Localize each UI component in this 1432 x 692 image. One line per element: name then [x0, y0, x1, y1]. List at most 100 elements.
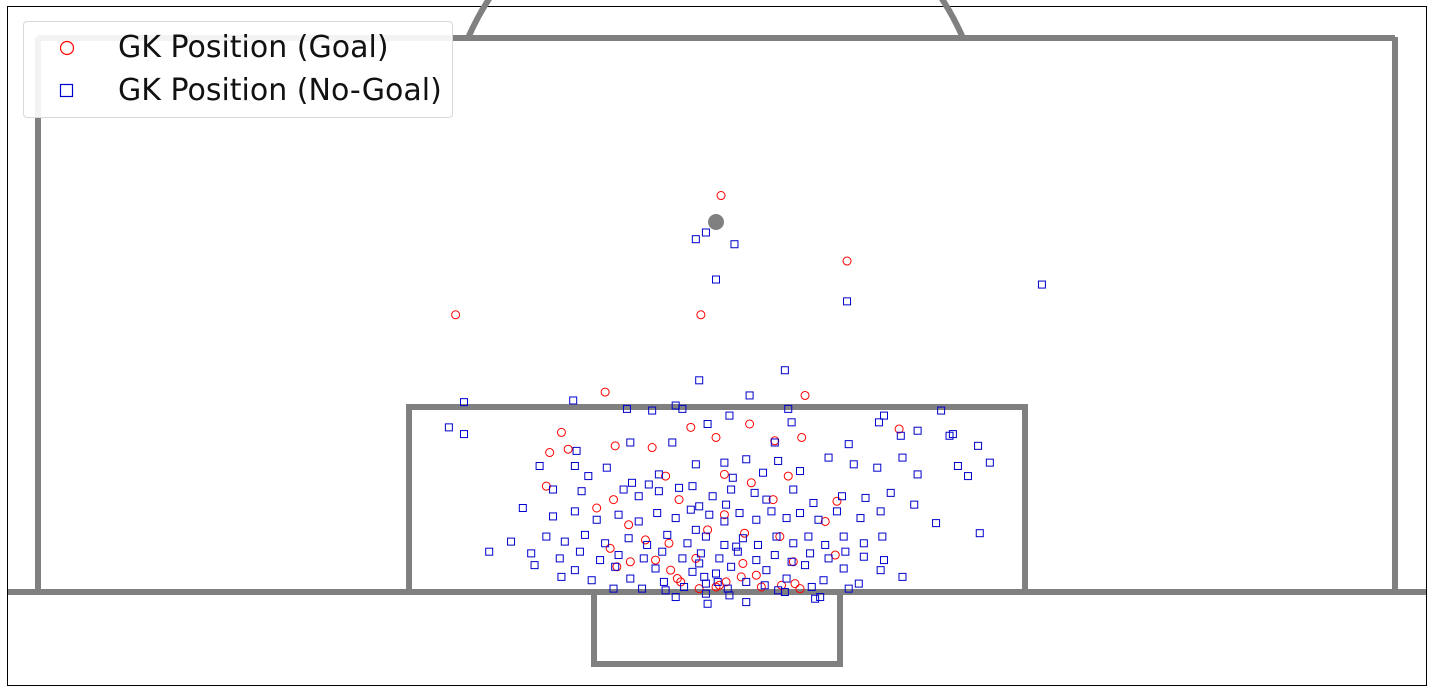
no-goal-point	[796, 467, 804, 476]
no-goal-point	[772, 532, 781, 541]
goal-point	[795, 584, 805, 594]
no-goal-point	[530, 561, 539, 570]
goal-point	[664, 538, 674, 548]
no-goal-point	[838, 492, 846, 501]
no-goal-point	[653, 509, 662, 518]
no-goal-point	[703, 599, 712, 608]
no-goal-point	[782, 514, 791, 523]
no-goal-point	[752, 556, 761, 565]
no-goal-point	[985, 458, 994, 467]
scatter-points	[444, 191, 1046, 608]
no-goal-point	[859, 539, 868, 548]
no-goal-point	[703, 420, 712, 428]
goal-point	[740, 528, 750, 538]
no-goal-point	[728, 473, 737, 482]
no-goal-point	[518, 504, 527, 512]
no-goal-point	[570, 566, 579, 575]
no-goal-point	[628, 478, 636, 487]
no-goal-point	[611, 562, 620, 571]
goal-point	[842, 256, 852, 266]
no-goal-point	[592, 515, 601, 524]
no-goal-point	[725, 411, 734, 420]
penalty-spot	[708, 214, 724, 230]
goal-point	[719, 510, 729, 520]
no-goal-point	[720, 540, 729, 549]
no-goal-point	[549, 512, 558, 521]
no-goal-point	[876, 507, 885, 516]
no-goal-point	[701, 228, 710, 237]
goal-point	[745, 419, 755, 429]
legend-label-no-goal: GK Position (No-Goal)	[118, 73, 442, 108]
goal-point	[666, 565, 676, 575]
goal-point	[768, 495, 778, 505]
no-goal-point	[668, 438, 677, 447]
no-goal-point	[622, 404, 631, 413]
legend-label-goal: GK Position (Goal)	[118, 30, 389, 65]
no-goal-point	[705, 510, 714, 519]
no-goal-point	[535, 462, 544, 470]
goal-point	[563, 444, 573, 454]
no-goal-point	[824, 453, 833, 462]
no-goal-point	[626, 574, 635, 583]
no-goal-point	[695, 559, 704, 568]
no-goal-point	[727, 485, 736, 494]
no-goal-point	[754, 540, 762, 549]
no-goal-point	[609, 584, 618, 593]
goal-point	[800, 390, 810, 400]
goal-point	[790, 579, 800, 589]
no-goal-point	[671, 514, 680, 523]
goal-point	[640, 535, 650, 545]
goal-point	[625, 557, 635, 567]
no-goal-point	[601, 539, 610, 548]
no-goal-point	[555, 554, 564, 563]
no-goal-point	[678, 554, 687, 563]
no-goal-point	[814, 515, 823, 524]
no-goal-point	[816, 593, 825, 602]
no-goal-point	[733, 547, 742, 556]
no-goal-point	[614, 510, 623, 519]
no-goal-point	[648, 406, 657, 415]
no-goal-point	[964, 472, 972, 481]
no-goal-point	[624, 534, 633, 543]
no-goal-point	[780, 588, 789, 596]
no-goal-point	[671, 593, 680, 602]
no-goal-point	[844, 584, 853, 593]
no-goal-point	[596, 556, 605, 565]
no-goal-point	[688, 482, 697, 491]
no-goal-point	[759, 468, 768, 477]
no-goal-point	[659, 577, 668, 586]
no-goal-point	[801, 561, 810, 570]
goal-point	[746, 478, 756, 488]
no-goal-point	[569, 396, 578, 405]
goal-point	[719, 469, 729, 479]
no-goal-point	[878, 532, 887, 541]
no-goal-point	[634, 492, 643, 501]
no-goal-point	[839, 532, 848, 541]
goal-point	[832, 496, 842, 506]
no-goal-point	[767, 507, 776, 516]
no-goal-point	[572, 446, 581, 455]
goal-point	[711, 432, 721, 442]
no-goal-point	[549, 485, 558, 494]
goal-point	[686, 422, 696, 432]
no-goal-point	[701, 579, 710, 588]
no-goal-point	[821, 540, 830, 549]
no-goal-point	[859, 552, 868, 561]
no-goal-point	[896, 431, 905, 440]
goal-point	[672, 574, 682, 584]
no-goal-point	[639, 554, 648, 563]
no-goal-point	[638, 584, 647, 593]
no-goal-point	[806, 549, 815, 558]
no-goal-point	[695, 502, 704, 511]
no-goal-point	[787, 557, 796, 566]
no-goal-point	[750, 488, 759, 497]
no-goal-point	[570, 462, 579, 470]
no-goal-point	[762, 495, 771, 504]
no-goal-point	[742, 577, 751, 586]
plot-frame	[7, 6, 1427, 686]
goal-point	[609, 495, 619, 505]
no-goal-point	[712, 275, 720, 284]
no-goal-point	[654, 470, 663, 479]
no-goal-point	[953, 462, 962, 470]
no-goal-point	[725, 591, 734, 600]
